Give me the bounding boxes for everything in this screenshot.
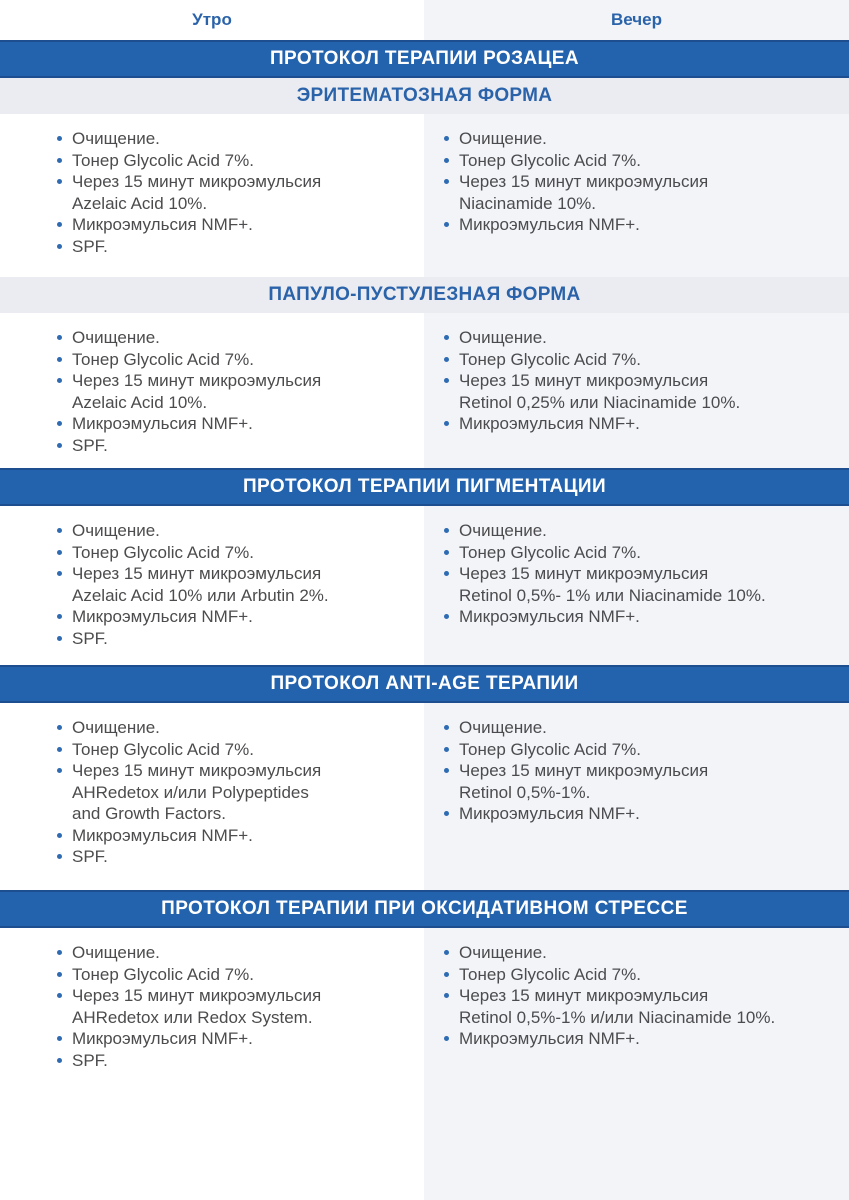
routine-step: Микроэмульсия NMF+. <box>56 606 416 628</box>
routine-step: Через 15 минут микроэмульсия Azelaic Aci… <box>56 171 416 214</box>
routine-step: Тонер Glycolic Acid 7%. <box>443 349 841 371</box>
morning-column: Очищение. Тонер Glycolic Acid 7%. Через 15… <box>0 114 424 277</box>
morning-routine-list: Очищение. Тонер Glycolic Acid 7%. Через 15… <box>56 942 416 1071</box>
evening-routine-list: Очищение. Тонер Glycolic Acid 7%. Через 15… <box>443 327 841 435</box>
routine-step: Тонер Glycolic Acid 7%. <box>443 964 841 986</box>
routine-step: Через 15 минут микроэмульсия AHRedetox и… <box>56 985 416 1028</box>
routine-step: Очищение. <box>443 128 841 150</box>
routine-step: Через 15 минут микроэмульсия Azelaic Aci… <box>56 370 416 413</box>
evening-routine-list: Очищение. Тонер Glycolic Acid 7%. Через 15… <box>443 520 841 628</box>
routine-step: Через 15 минут микроэмульсия Niacinamide… <box>443 171 841 214</box>
routine-step: Очищение. <box>443 717 841 739</box>
section-header-rosacea: ПРОТОКОЛ ТЕРАПИИ РОЗАЦЕА <box>0 40 849 78</box>
day-time-header-row: Утро Вечер <box>0 0 849 40</box>
column-header-evening: Вечер <box>424 0 849 40</box>
routine-step: Микроэмульсия NMF+. <box>443 214 841 236</box>
routine-step: Микроэмульсия NMF+. <box>56 1028 416 1050</box>
routine-step: Тонер Glycolic Acid 7%. <box>56 349 416 371</box>
evening-column: Очищение. Тонер Glycolic Acid 7%. Через 15… <box>424 114 849 277</box>
routine-step: Очищение. <box>56 128 416 150</box>
routine-step: Микроэмульсия NMF+. <box>56 413 416 435</box>
evening-column: Очищение. Тонер Glycolic Acid 7%. Через 15… <box>424 506 849 665</box>
papulopustular-content-row: Очищение. Тонер Glycolic Acid 7%. Через 15… <box>0 313 849 468</box>
morning-routine-list: Очищение. Тонер Glycolic Acid 7%. Через 15… <box>56 327 416 456</box>
routine-step: Через 15 минут микроэмульсия Retinol 0,5… <box>443 563 841 606</box>
column-header-morning: Утро <box>0 0 424 40</box>
routine-step: Очищение. <box>56 717 416 739</box>
morning-routine-list: Очищение. Тонер Glycolic Acid 7%. Через 15… <box>56 128 416 257</box>
routine-step: SPF. <box>56 628 416 650</box>
routine-step: SPF. <box>56 236 416 258</box>
routine-step: Через 15 минут микроэмульсия Retinol 0,5… <box>443 985 841 1028</box>
subsection-header-papulopustular: ПАПУЛО-ПУСТУЛЕЗНАЯ ФОРМА <box>0 277 849 313</box>
routine-step: SPF. <box>56 435 416 457</box>
routine-step: Микроэмульсия NMF+. <box>56 214 416 236</box>
morning-column: Очищение. Тонер Glycolic Acid 7%. Через 15… <box>0 506 424 665</box>
routine-step: Через 15 минут микроэмульсия AHRedetox и… <box>56 760 416 825</box>
routine-step: Тонер Glycolic Acid 7%. <box>443 542 841 564</box>
section-header-pigmentation: ПРОТОКОЛ ТЕРАПИИ ПИГМЕНТАЦИИ <box>0 468 849 506</box>
routine-step: Тонер Glycolic Acid 7%. <box>443 739 841 761</box>
routine-step: Очищение. <box>56 327 416 349</box>
routine-step: Через 15 минут микроэмульсия Azelaic Aci… <box>56 563 416 606</box>
morning-routine-list: Очищение. Тонер Glycolic Acid 7%. Через 15… <box>56 717 416 868</box>
routine-step: Тонер Glycolic Acid 7%. <box>56 964 416 986</box>
morning-column: Очищение. Тонер Glycolic Acid 7%. Через 15… <box>0 703 424 890</box>
routine-step: Микроэмульсия NMF+. <box>443 1028 841 1050</box>
routine-step: Очищение. <box>443 520 841 542</box>
evening-column: Очищение. Тонер Glycolic Acid 7%. Через 15… <box>424 313 849 468</box>
subsection-header-erythematous: ЭРИТЕМАТОЗНАЯ ФОРМА <box>0 78 849 114</box>
morning-column: Очищение. Тонер Glycolic Acid 7%. Через 15… <box>0 928 424 1200</box>
routine-step: Тонер Glycolic Acid 7%. <box>56 150 416 172</box>
routine-step: Микроэмульсия NMF+. <box>56 825 416 847</box>
routine-step: Тонер Glycolic Acid 7%. <box>56 739 416 761</box>
evening-routine-list: Очищение. Тонер Glycolic Acid 7%. Через 15… <box>443 128 841 236</box>
routine-step: Очищение. <box>443 327 841 349</box>
routine-step: Через 15 минут микроэмульсия Retinol 0,2… <box>443 370 841 413</box>
section-header-antiage: ПРОТОКОЛ ANTI-AGE ТЕРАПИИ <box>0 665 849 703</box>
oxidative-stress-content-row: Очищение. Тонер Glycolic Acid 7%. Через 15… <box>0 928 849 1200</box>
morning-routine-list: Очищение. Тонер Glycolic Acid 7%. Через 15… <box>56 520 416 649</box>
routine-step: Тонер Glycolic Acid 7%. <box>56 542 416 564</box>
erythematous-content-row: Очищение. Тонер Glycolic Acid 7%. Через 15… <box>0 114 849 277</box>
routine-step: Микроэмульсия NMF+. <box>443 606 841 628</box>
evening-routine-list: Очищение. Тонер Glycolic Acid 7%. Через 15… <box>443 942 841 1050</box>
antiage-content-row: Очищение. Тонер Glycolic Acid 7%. Через 15… <box>0 703 849 890</box>
evening-column: Очищение. Тонер Glycolic Acid 7%. Через 15… <box>424 703 849 890</box>
routine-step: Микроэмульсия NMF+. <box>443 413 841 435</box>
routine-step: Тонер Glycolic Acid 7%. <box>443 150 841 172</box>
evening-routine-list: Очищение. Тонер Glycolic Acid 7%. Через 15… <box>443 717 841 825</box>
routine-step: Очищение. <box>443 942 841 964</box>
routine-step: Очищение. <box>56 942 416 964</box>
pigmentation-content-row: Очищение. Тонер Glycolic Acid 7%. Через 15… <box>0 506 849 665</box>
section-header-oxidative-stress: ПРОТОКОЛ ТЕРАПИИ ПРИ ОКСИДАТИВНОМ СТРЕСС… <box>0 890 849 928</box>
routine-step: Микроэмульсия NMF+. <box>443 803 841 825</box>
routine-step: Очищение. <box>56 520 416 542</box>
morning-column: Очищение. Тонер Glycolic Acid 7%. Через 15… <box>0 313 424 468</box>
routine-step: SPF. <box>56 1050 416 1072</box>
evening-column: Очищение. Тонер Glycolic Acid 7%. Через 15… <box>424 928 849 1200</box>
routine-step: Через 15 минут микроэмульсия Retinol 0,5… <box>443 760 841 803</box>
routine-step: SPF. <box>56 846 416 868</box>
